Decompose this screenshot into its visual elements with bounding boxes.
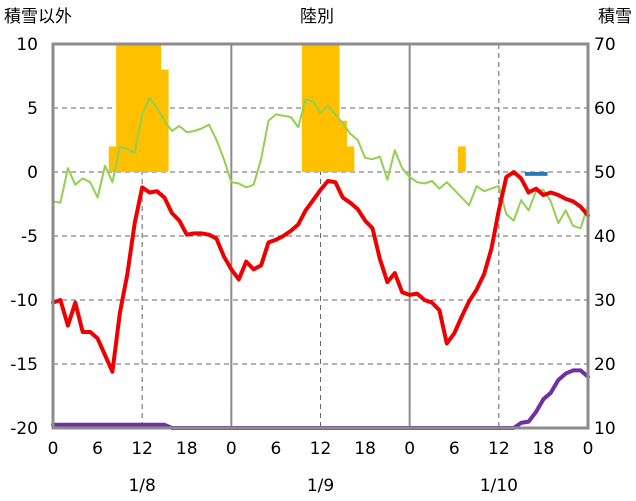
y-right-tick-2: 50 xyxy=(594,163,616,183)
y-right-tick-6: 10 xyxy=(594,419,616,439)
y-left-tick-4: -10 xyxy=(10,291,38,311)
snow_bar-11 xyxy=(324,44,333,172)
y-left-tick-1: 5 xyxy=(27,99,38,119)
y-right-tick-4: 30 xyxy=(594,291,616,311)
blue_bar-1 xyxy=(532,172,541,176)
date-label-2: 1/10 xyxy=(480,476,518,496)
x-tick-4: 0 xyxy=(226,439,237,459)
x-tick-5: 6 xyxy=(271,439,282,459)
snow_bar-15 xyxy=(457,146,466,172)
left-axis-title: 積雪以外 xyxy=(4,7,72,27)
snow_bar-12 xyxy=(331,44,340,172)
x-tick-2: 12 xyxy=(131,439,153,459)
snow_bar-0 xyxy=(108,146,117,172)
snow_bar-13 xyxy=(339,120,347,172)
y-right-tick-0: 70 xyxy=(594,35,616,55)
x-tick-6: 12 xyxy=(310,439,332,459)
x-tick-0: 0 xyxy=(48,439,59,459)
chart-title: 陸別 xyxy=(300,7,334,27)
y-left-tick-0: 10 xyxy=(16,35,38,55)
plot-frame xyxy=(51,42,590,430)
grid-lines xyxy=(53,44,588,428)
y-left-tick-3: -5 xyxy=(21,227,38,247)
green_line xyxy=(52,96,589,230)
snow_bar-2 xyxy=(123,44,132,172)
snow_bar-5 xyxy=(145,44,154,172)
blue_bar-2 xyxy=(539,172,548,176)
snow_bar-4 xyxy=(138,44,147,172)
snow_bar-14 xyxy=(346,146,355,172)
y-right-tick-5: 20 xyxy=(594,355,616,375)
y-left-tick-2: 0 xyxy=(27,163,38,183)
x-tick-8: 0 xyxy=(404,439,415,459)
x-tick-10: 12 xyxy=(488,439,510,459)
date-label-0: 1/8 xyxy=(128,476,155,496)
x-tick-1: 6 xyxy=(92,439,103,459)
right-axis-title: 積雪 xyxy=(598,7,632,27)
snow_bar-3 xyxy=(131,44,139,172)
red_line xyxy=(51,170,590,374)
x-tick-11: 18 xyxy=(533,439,555,459)
x-tick-12: 0 xyxy=(583,439,594,459)
snow_bar-8 xyxy=(301,44,310,172)
y-left-tick-5: -15 xyxy=(10,355,38,375)
x-tick-7: 18 xyxy=(354,439,376,459)
snow_bar-10 xyxy=(316,44,325,172)
x-tick-3: 18 xyxy=(176,439,198,459)
y-right-tick-3: 40 xyxy=(594,227,616,247)
blue_bar-0 xyxy=(524,172,533,176)
bar-series xyxy=(108,44,548,176)
date-label-1: 1/9 xyxy=(307,476,334,496)
x-tick-9: 6 xyxy=(449,439,460,459)
snow_bar-9 xyxy=(309,44,318,172)
snow_bar-1 xyxy=(116,44,124,172)
y-right-tick-1: 60 xyxy=(594,99,616,119)
y-left-tick-6: -20 xyxy=(10,419,38,439)
